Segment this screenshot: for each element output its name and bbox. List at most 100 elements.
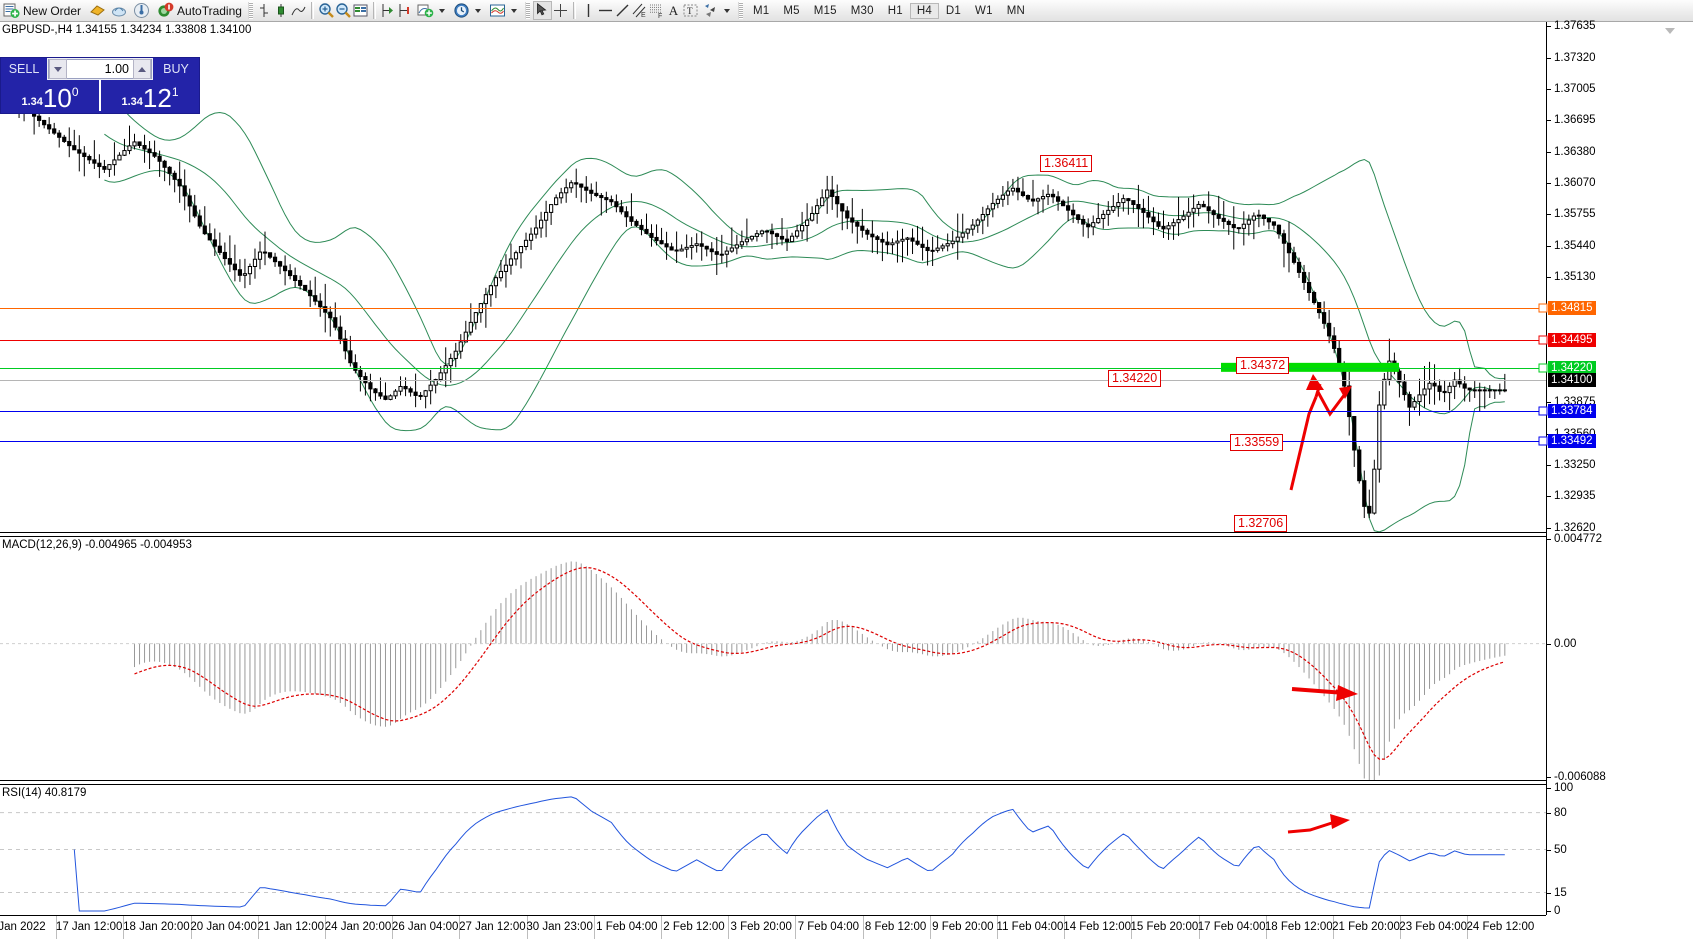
templates-button[interactable] bbox=[486, 1, 522, 21]
chart-shift-icon[interactable] bbox=[397, 2, 414, 19]
timeframe-d1[interactable]: D1 bbox=[945, 4, 962, 17]
trendline-icon[interactable] bbox=[614, 2, 631, 19]
chevron-down-icon[interactable] bbox=[474, 8, 481, 13]
price-level-line[interactable] bbox=[0, 440, 1546, 442]
volume-decrease-button[interactable] bbox=[49, 59, 67, 79]
toolbar-grip[interactable] bbox=[737, 2, 743, 19]
price-level-tag[interactable]: 1.34100 bbox=[1548, 372, 1596, 387]
zoom-in-icon[interactable] bbox=[318, 2, 335, 19]
chevron-down-icon[interactable] bbox=[723, 8, 730, 13]
vline-icon[interactable] bbox=[580, 2, 597, 19]
time-tick-label: 27 Jan 12:00 bbox=[459, 921, 526, 933]
price-level-tag[interactable]: 1.33784 bbox=[1548, 404, 1596, 419]
toolbar-separator bbox=[310, 2, 314, 19]
macd-pane[interactable] bbox=[0, 536, 1546, 780]
axis-tick bbox=[1547, 151, 1551, 153]
price-level-handle[interactable] bbox=[1538, 436, 1548, 446]
buy-button[interactable]: BUY bbox=[153, 58, 199, 80]
chart-window[interactable]: GBPUSD-,H4 1.34155 1.34234 1.33808 1.341… bbox=[0, 20, 1693, 939]
toolbar-grip[interactable] bbox=[247, 2, 253, 19]
price-pane[interactable] bbox=[0, 22, 1546, 532]
bid-price[interactable]: 1.34 10 0 bbox=[1, 80, 99, 111]
sell-button[interactable]: SELL bbox=[1, 58, 47, 80]
price-level-handle[interactable] bbox=[1538, 335, 1548, 345]
history-icon[interactable] bbox=[89, 2, 106, 19]
axis-tick bbox=[1547, 788, 1551, 789]
price-level-line[interactable] bbox=[0, 367, 1546, 369]
auto-scroll-icon[interactable] bbox=[380, 2, 397, 19]
candle-chart-icon[interactable] bbox=[273, 2, 290, 19]
pane-separator-rsi[interactable] bbox=[0, 780, 1546, 785]
text-label-icon[interactable]: T bbox=[682, 2, 699, 19]
price-annotation[interactable]: 1.34372 bbox=[1236, 357, 1290, 374]
chevron-down-icon[interactable] bbox=[510, 8, 517, 13]
price-level-line[interactable] bbox=[0, 340, 1546, 342]
toolbar-grip[interactable] bbox=[524, 2, 530, 19]
rsi-pane[interactable] bbox=[0, 784, 1546, 915]
ask-price-fraction: 1 bbox=[171, 85, 179, 99]
price-annotation[interactable]: 1.33559 bbox=[1230, 434, 1284, 451]
timeframe-w1[interactable]: W1 bbox=[975, 4, 993, 17]
timeframe-h1[interactable]: H1 bbox=[887, 4, 903, 17]
axis-tick bbox=[1547, 402, 1551, 404]
price-level-tag[interactable]: 1.34495 bbox=[1548, 333, 1596, 348]
time-tick-label: 14 Feb 12:00 bbox=[1063, 921, 1132, 933]
volume-stepper[interactable]: 1.00 bbox=[48, 59, 152, 79]
price-annotation[interactable]: 1.36411 bbox=[1040, 155, 1093, 172]
alerts-icon[interactable] bbox=[111, 2, 128, 19]
chevron-down-icon[interactable] bbox=[438, 8, 445, 13]
period-button[interactable] bbox=[450, 1, 486, 21]
volume-input[interactable]: 1.00 bbox=[104, 62, 129, 76]
timeframe-m30[interactable]: M30 bbox=[850, 4, 874, 17]
price-axis[interactable]: 1.37635 1.37320 1.37005 1.36695 1.36380 1.360… bbox=[1547, 20, 1693, 917]
time-tick-label: 2 Feb 12:00 bbox=[663, 921, 725, 933]
price-level-handle[interactable] bbox=[1538, 303, 1548, 313]
price-level-handle[interactable] bbox=[1538, 363, 1548, 373]
indicators-button[interactable] bbox=[414, 1, 450, 21]
bar-chart-icon[interactable] bbox=[256, 2, 273, 19]
price-level-handle[interactable] bbox=[1538, 406, 1548, 416]
ask-price[interactable]: 1.34 12 1 bbox=[101, 80, 199, 111]
data-window-icon[interactable] bbox=[352, 2, 369, 19]
price-level-tag[interactable]: 1.34815 bbox=[1548, 301, 1596, 316]
axis-tick bbox=[1547, 214, 1551, 216]
cursor-icon[interactable] bbox=[532, 1, 552, 20]
time-tick-label: 24 Feb 12:00 bbox=[1466, 921, 1535, 933]
timeframe-m1[interactable]: M1 bbox=[752, 4, 770, 17]
price-tick-label: 1.36380 bbox=[1554, 145, 1596, 158]
time-tick-label: 21 Jan 12:00 bbox=[257, 921, 325, 933]
hline-icon[interactable] bbox=[597, 2, 614, 19]
price-level-line[interactable] bbox=[0, 411, 1546, 413]
timeframe-h4[interactable]: H4 bbox=[909, 2, 939, 19]
time-grid-separator bbox=[862, 916, 864, 939]
price-tick-label: 1.33250 bbox=[1554, 458, 1596, 471]
axis-tick bbox=[1547, 911, 1551, 912]
bid-price-fraction: 0 bbox=[71, 85, 79, 99]
time-tick-label: Jan 2022 bbox=[0, 921, 46, 933]
zoom-out-icon[interactable] bbox=[335, 2, 352, 19]
pane-separator-macd[interactable] bbox=[0, 532, 1546, 537]
equidistant-channel-icon[interactable]: E bbox=[631, 2, 648, 19]
text-icon[interactable]: A bbox=[668, 3, 679, 18]
autotrading-button[interactable]: AutoTrading bbox=[154, 1, 245, 21]
price-annotation[interactable]: 1.32706 bbox=[1234, 515, 1288, 532]
price-level-tag[interactable]: 1.33492 bbox=[1548, 433, 1596, 448]
timeframe-m5[interactable]: M5 bbox=[783, 4, 800, 17]
price-level-line[interactable] bbox=[0, 308, 1546, 310]
crosshair-icon[interactable] bbox=[552, 2, 569, 19]
timeframe-m15[interactable]: M15 bbox=[813, 4, 837, 17]
time-tick-label: 26 Jan 04:00 bbox=[391, 921, 459, 933]
line-chart-icon[interactable] bbox=[290, 2, 307, 19]
signal-icon[interactable] bbox=[133, 2, 150, 19]
timeframe-mn[interactable]: MN bbox=[1006, 4, 1025, 17]
new-order-button[interactable]: New Order bbox=[0, 1, 84, 21]
fibonacci-icon[interactable]: F bbox=[648, 2, 665, 20]
price-level-tag[interactable]: 1.34220 bbox=[1548, 360, 1596, 375]
price-axis-line bbox=[1546, 22, 1547, 915]
time-axis[interactable]: Jan 2022 17 Jan 12:00 18 Jan 20:00 20 Jan 0… bbox=[0, 915, 1546, 939]
price-annotation[interactable]: 1.34220 bbox=[1108, 370, 1162, 387]
one-click-trading-panel[interactable]: SELL 1.00 BUY 1.34 10 0 1.34 12 bbox=[0, 57, 200, 114]
volume-increase-button[interactable] bbox=[133, 59, 151, 79]
chart-scroll-indicator[interactable] bbox=[1665, 28, 1675, 34]
shapes-button[interactable] bbox=[699, 1, 735, 21]
